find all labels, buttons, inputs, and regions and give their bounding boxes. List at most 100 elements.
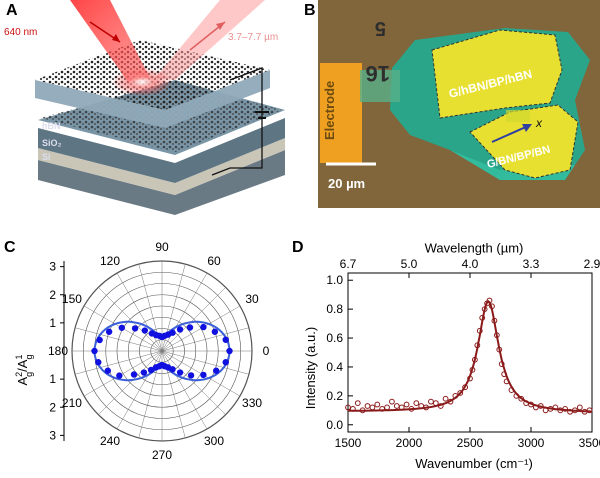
- polar-grid-spoke: [75, 327, 163, 352]
- spectrum-top-tick: 4.0: [462, 257, 479, 271]
- spectrum-y-tick: 0.8: [326, 302, 343, 316]
- spectrum-data-point: [369, 404, 376, 411]
- polar-angle-tick: 60: [207, 254, 221, 268]
- spectrum-data-point: [413, 400, 420, 406]
- scale-bar-label: 20 µm: [328, 176, 365, 191]
- panel-b: x 20 µm 5 16 Electrode G/hBN/BP/hBN G/BN…: [300, 0, 600, 215]
- spectrum-data-point: [374, 401, 381, 408]
- polar-grid-spoke: [161, 350, 249, 375]
- circuit-wire: [211, 67, 263, 176]
- polar-grid-spoke: [75, 350, 163, 375]
- laser-out-label: 3.7–7.7 µm: [228, 32, 278, 43]
- spectrum-data-point: [393, 403, 400, 409]
- marker-digit-16: 16: [366, 61, 390, 86]
- polar-data-point: [187, 372, 195, 379]
- polar-data-point: [130, 371, 138, 378]
- polar-data-point: [147, 366, 155, 374]
- polar-angle-tick: 210: [62, 396, 82, 410]
- spectrum-x-tick: 2500: [457, 436, 484, 450]
- panel-label-c: C: [4, 239, 16, 256]
- polar-data-point: [91, 347, 98, 355]
- spectrum-data-point: [364, 403, 371, 409]
- spectrum-y-tick: 1.0: [326, 273, 343, 287]
- micrograph: x 20 µm 5 16 Electrode G/hBN/BP/hBN G/BN…: [318, 0, 600, 208]
- polar-data-point: [104, 367, 112, 374]
- spectrum-x-tick: 1500: [335, 436, 362, 450]
- polar-angle-tick: 90: [155, 240, 169, 254]
- polar-data-point: [222, 336, 229, 343]
- lower-hbn-layer: [38, 118, 285, 183]
- layer-label-si: Si: [42, 152, 51, 162]
- spectrum-y-tick: 0.0: [326, 418, 343, 432]
- axis-x-label: x: [535, 116, 543, 130]
- electrode-pad: [320, 63, 362, 163]
- device-schematic: 640 nm 3.7–7.7 µm hBN SiO₂ Si: [4, 0, 285, 215]
- polar-angle-tick: 30: [245, 292, 259, 306]
- polar-angle-tick: 300: [204, 434, 224, 448]
- polar-data-point: [116, 372, 123, 379]
- spectrum-top-tick: 2.9: [584, 257, 600, 271]
- layer-label-sio2: SiO₂: [42, 138, 62, 148]
- spectrum-y-tick: 0.2: [326, 389, 343, 403]
- polar-data-point: [211, 328, 219, 335]
- polar-data-point: [105, 328, 113, 335]
- polar-angle-tick: 150: [62, 292, 82, 306]
- polar-grid-spoke: [161, 287, 226, 352]
- polar-angle-tick: 270: [152, 448, 172, 462]
- polar-angle-tick: 330: [242, 396, 262, 410]
- polar-plot: 0 30 60 90 120 150 180 210 240 270 300 330 3 2 1 1 2 3 A2…: [14, 240, 270, 462]
- polar-ylabel: A2g/A1g: [14, 354, 34, 385]
- polar-grid-spoke: [161, 350, 208, 430]
- panel-a: A: [0, 0, 300, 215]
- spectrum-data-point: [576, 404, 583, 411]
- polar-grid-spoke: [161, 272, 208, 352]
- spectrum-xlabel: Wavenumber (cm⁻¹): [415, 456, 533, 471]
- polar-data-point: [200, 371, 207, 379]
- panel-label-a: A: [6, 2, 18, 19]
- polar-data-point: [140, 369, 148, 376]
- panel-label-d: D: [292, 239, 304, 256]
- polar-radial-tick: 2: [49, 400, 56, 414]
- polar-data-point: [95, 359, 102, 366]
- spectrum-data-point: [457, 390, 464, 396]
- polar-data-point: [222, 359, 229, 366]
- polar-radial-tick: 1: [49, 316, 56, 330]
- spectrum-ylabel: Intensity (a.u.): [303, 327, 318, 409]
- polar-data-point: [176, 369, 184, 376]
- spectrum-y-tick: 0.6: [326, 331, 343, 345]
- spectrum-fit-line: [348, 299, 592, 413]
- polar-radial-tick: 2: [49, 288, 56, 302]
- polar-grid-spoke: [98, 287, 163, 352]
- polar-angle-tick: 240: [100, 434, 120, 448]
- polar-data-point: [200, 323, 207, 331]
- polar-data-point: [169, 366, 176, 373]
- spectrum-top-tick: 6.7: [340, 257, 357, 271]
- polar-grid-spoke: [116, 350, 163, 430]
- polar-angle-tick: 180: [48, 344, 68, 358]
- spectrum-top-tick: 5.0: [401, 257, 418, 271]
- emitted-beam: [155, 0, 265, 80]
- spectrum-top-tick: 3.3: [523, 257, 540, 271]
- laser-in-label: 640 nm: [4, 27, 37, 38]
- polar-data-point: [186, 324, 194, 331]
- spectrum-data-point: [384, 404, 390, 411]
- region-top: [431, 29, 563, 119]
- polar-data-point: [212, 367, 220, 374]
- polar-radial-tick: 3: [49, 260, 56, 274]
- polar-radial-tick: 3: [49, 428, 56, 442]
- panel-label-b: B: [304, 2, 316, 19]
- spectrum-data-point: [403, 401, 410, 408]
- polar-data-point: [226, 347, 233, 355]
- polar-grid-spoke: [83, 350, 163, 397]
- electrode-label: Electrode: [322, 81, 337, 140]
- polar-grid-spoke: [98, 350, 163, 415]
- polar-radial-tick: 1: [49, 372, 56, 386]
- marker-digit-5: 5: [375, 17, 386, 39]
- spectrum-data-point: [442, 395, 449, 402]
- polar-data-point: [141, 327, 149, 334]
- incident-beam: [70, 0, 150, 82]
- polar-angle-tick: 120: [100, 254, 120, 268]
